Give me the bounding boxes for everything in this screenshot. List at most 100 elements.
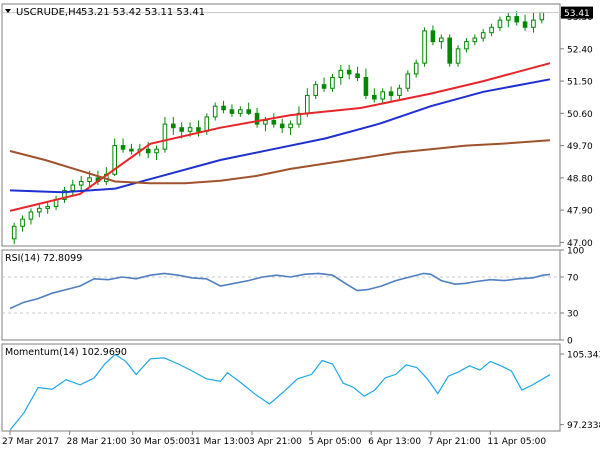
time-axis: 27 Mar 2017 28 Mar 21:00 30 Mar 05:00 31 Ma… xyxy=(2,431,546,447)
candle-body xyxy=(313,84,318,96)
candle-body xyxy=(154,148,159,154)
candle-body xyxy=(254,112,260,125)
candle-body xyxy=(430,30,436,43)
rsi-header-label: RSI(14) 72.8099 xyxy=(5,253,82,264)
momentum-header-label: Momentum(14) 102.9690 xyxy=(5,347,127,358)
panel-frames xyxy=(1,3,561,432)
x-tick-label: 11 Apr 05:00 xyxy=(487,437,546,447)
candle-body xyxy=(439,37,444,43)
candle-body xyxy=(489,26,494,34)
price-y-tick-label: 47.90 xyxy=(567,207,593,217)
price-y-tick-label: 48.80 xyxy=(567,174,593,184)
last-price-tag xyxy=(561,6,593,19)
rsi-y-tick-label: 100 xyxy=(567,247,584,257)
price-panel: 53.3052.4051.5050.6049.7048.8047.9047.00… xyxy=(2,6,593,249)
candle-body xyxy=(62,189,67,200)
symbol-label: USCRUDE,H4 xyxy=(16,7,82,18)
candle-body xyxy=(480,32,486,39)
triangle-down-icon[interactable] xyxy=(5,9,11,13)
x-tick-label: 3 Apr 21:00 xyxy=(249,437,302,447)
candle-body xyxy=(78,180,84,186)
price-y-tick-label: 51.50 xyxy=(567,78,593,88)
x-tick-label: 6 Apr 13:00 xyxy=(368,437,421,447)
candle-body xyxy=(522,21,528,28)
candle-body xyxy=(238,109,243,114)
candle-body xyxy=(388,91,394,96)
candle-body xyxy=(422,30,427,64)
price-y-tick-label: 50.60 xyxy=(567,110,593,120)
candle-body xyxy=(279,123,285,129)
candle-body xyxy=(330,76,335,89)
candle-body xyxy=(372,94,377,100)
candle-body xyxy=(87,177,92,182)
rsi-y-tick-label: 30 xyxy=(567,310,579,320)
candle-body xyxy=(145,148,151,154)
candle-body xyxy=(28,211,34,220)
candle-body xyxy=(338,69,344,78)
candle-body xyxy=(464,41,469,50)
candle-body xyxy=(321,84,327,89)
candle-body xyxy=(447,37,452,64)
candle-body xyxy=(246,109,251,114)
candle-body xyxy=(288,123,293,129)
candle-body xyxy=(380,91,385,100)
price-y-tick-label: 52.40 xyxy=(567,45,593,55)
candle-body xyxy=(497,19,503,28)
candle-body xyxy=(455,48,461,64)
candle-body xyxy=(271,120,277,125)
price-header: USCRUDE,H4 53.21 53.42 53.11 53.41 xyxy=(5,7,205,18)
candle-body xyxy=(212,105,218,118)
candle-body xyxy=(112,145,117,175)
candle-body xyxy=(539,12,545,21)
candle-body xyxy=(221,105,226,111)
ema-brown-line xyxy=(9,139,551,185)
price-y-tick-label: 49.70 xyxy=(567,142,593,152)
candle-body xyxy=(405,73,411,89)
candle-body xyxy=(413,62,419,75)
candle-body xyxy=(229,109,235,114)
candle-body xyxy=(472,37,478,43)
ema-blue-line xyxy=(9,78,551,194)
rsi-panel: 100 70 30 0 xyxy=(2,247,584,347)
candle-body xyxy=(20,218,25,227)
candle-body xyxy=(263,120,268,125)
momentum-line xyxy=(9,353,551,431)
candle-body xyxy=(363,76,369,96)
candle-body xyxy=(187,127,193,132)
x-tick-label: 28 Mar 21:00 xyxy=(67,437,127,447)
candle-body xyxy=(171,123,176,129)
candle-body xyxy=(162,123,168,150)
candle-body xyxy=(204,116,210,132)
candle-body xyxy=(129,148,134,152)
candle-body xyxy=(11,225,17,240)
rsi-line xyxy=(9,272,551,310)
price-y-tick-label: 47.00 xyxy=(567,239,593,249)
candle-body xyxy=(506,16,511,21)
momentum-y-tick-label: 105.3432 xyxy=(567,351,600,361)
candle-body xyxy=(305,94,310,114)
momentum-y-tick-label: 97.2338 xyxy=(567,421,600,431)
momentum-frame xyxy=(1,343,561,432)
ohlc-label: 53.21 53.42 53.11 53.41 xyxy=(81,7,205,18)
candle-body xyxy=(346,69,352,75)
x-tick-label: 5 Apr 05:00 xyxy=(309,437,362,447)
x-tick-label: 30 Mar 05:00 xyxy=(130,437,190,447)
candle-body xyxy=(531,19,536,28)
x-tick-label: 31 Mar 13:00 xyxy=(189,437,249,447)
rsi-frame xyxy=(1,249,561,341)
rsi-y-tick-label: 70 xyxy=(567,274,579,284)
rsi-y-tick-label: 0 xyxy=(567,337,573,347)
candle-body xyxy=(514,16,519,23)
x-tick-label: 27 Mar 2017 xyxy=(2,437,59,447)
candle-body xyxy=(179,127,184,132)
candle-body xyxy=(70,184,76,191)
candle-body xyxy=(37,207,42,213)
candle-body xyxy=(196,127,201,132)
candle-body xyxy=(397,87,402,96)
last-price-label: 53.41 xyxy=(564,9,590,19)
x-tick-label: 7 Apr 21:00 xyxy=(428,437,481,447)
momentum-panel: 105.3432 97.2338 xyxy=(9,351,600,431)
candle-body xyxy=(45,206,50,209)
